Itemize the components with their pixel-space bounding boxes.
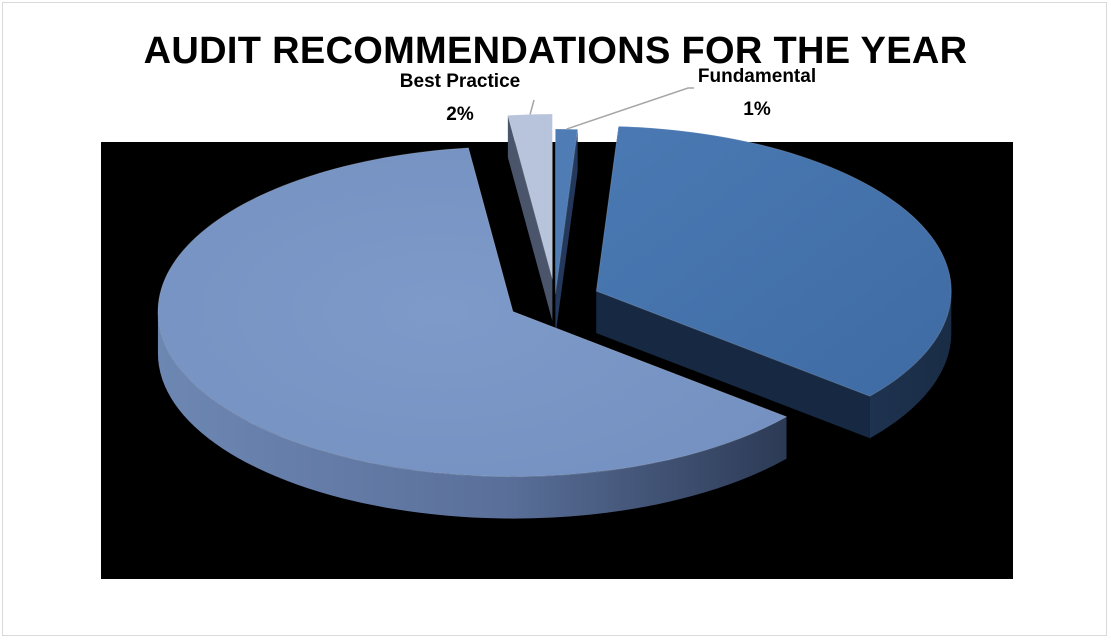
slice-label: Best Practice: [400, 71, 520, 92]
leader-line: [566, 87, 694, 130]
slice-label: Fundamental: [698, 66, 816, 87]
pie-slice-unlabeled-1: [595, 125, 952, 439]
pie-slice-best-practice: [507, 113, 553, 322]
pie-slice-fundamental: [554, 128, 579, 337]
leader-line: [529, 99, 535, 115]
slice-percent-label: 2%: [446, 104, 474, 125]
pie-slice-unlabeled-2: [157, 147, 788, 519]
chart-title: AUDIT RECOMMENDATIONS FOR THE YEAR: [143, 30, 968, 72]
slice-percent-label: 1%: [743, 99, 771, 120]
